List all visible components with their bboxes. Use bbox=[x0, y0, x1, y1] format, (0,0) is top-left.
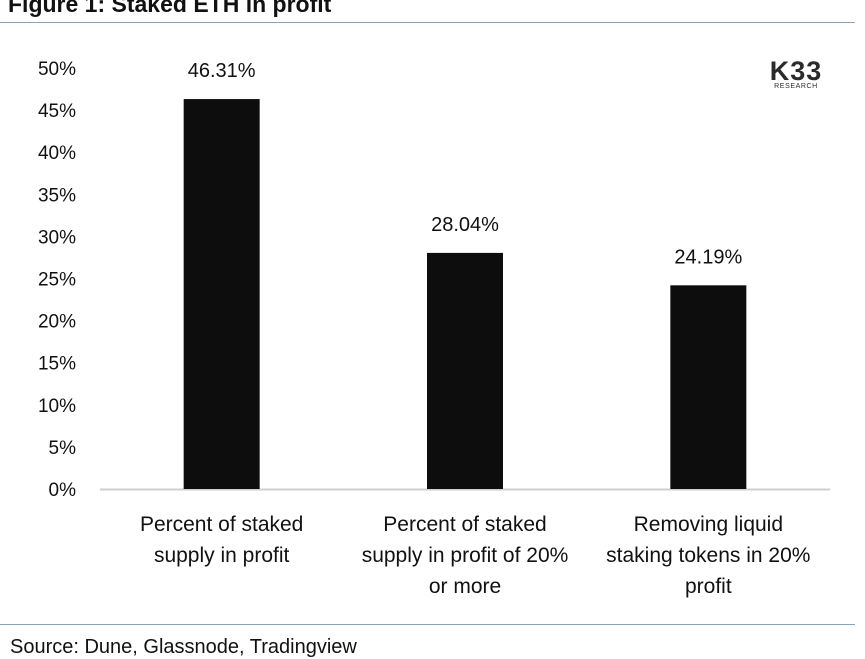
x-tick-label: Removing liquid staking tokens in 20% prof… bbox=[606, 513, 810, 598]
x-tick-label: Percent of staked supply in profit bbox=[140, 513, 303, 567]
x-tick-label-line: Percent of staked bbox=[383, 513, 546, 536]
y-tick-label: 40% bbox=[38, 143, 76, 164]
figure-title: Figure 1: Staked ETH in profit bbox=[8, 0, 332, 17]
bar-chart: 0% 5% 10% 15% 20% 25% 30% 35% 40% 45% 50% 46.31% Per… bbox=[38, 59, 830, 598]
x-tick-label-line: profit bbox=[685, 575, 732, 598]
logo-subtitle: RESEARCH bbox=[774, 83, 818, 90]
y-tick-label: 15% bbox=[38, 354, 76, 375]
bar bbox=[183, 99, 260, 490]
top-rule bbox=[0, 22, 855, 23]
bar bbox=[427, 252, 503, 489]
data-label: 46.31% bbox=[188, 60, 256, 82]
y-tick-label: 50% bbox=[38, 59, 76, 80]
data-label: 24.19% bbox=[674, 246, 742, 268]
x-tick-label-line: Removing liquid bbox=[634, 513, 783, 536]
x-tick-label-line: or more bbox=[429, 575, 501, 598]
y-tick-label: 30% bbox=[38, 227, 76, 248]
y-tick-label: 20% bbox=[38, 312, 76, 333]
y-tick-label: 5% bbox=[49, 438, 77, 459]
bottom-rule bbox=[0, 624, 855, 625]
y-tick-label: 45% bbox=[38, 101, 76, 122]
data-label: 28.04% bbox=[431, 214, 499, 236]
x-tick-label-line: staking tokens in 20% bbox=[606, 544, 810, 567]
y-tick-label: 0% bbox=[49, 480, 77, 501]
k33-research-logo: K33 RESEARCH bbox=[763, 56, 829, 91]
y-tick-label: 10% bbox=[38, 396, 76, 417]
y-tick-label: 35% bbox=[38, 185, 76, 206]
x-tick-label: Percent of staked supply in profit of 20%… bbox=[362, 513, 569, 598]
x-tick-label-line: supply in profit of 20% bbox=[362, 544, 569, 567]
source-note: Source: Dune, Glassnode, Tradingview bbox=[10, 636, 357, 658]
x-tick-label-line: supply in profit bbox=[154, 544, 290, 567]
y-tick-label: 25% bbox=[38, 270, 76, 291]
bar bbox=[670, 285, 747, 489]
x-tick-label-line: Percent of staked bbox=[140, 513, 303, 536]
logo-wordmark: K33 bbox=[769, 56, 823, 86]
